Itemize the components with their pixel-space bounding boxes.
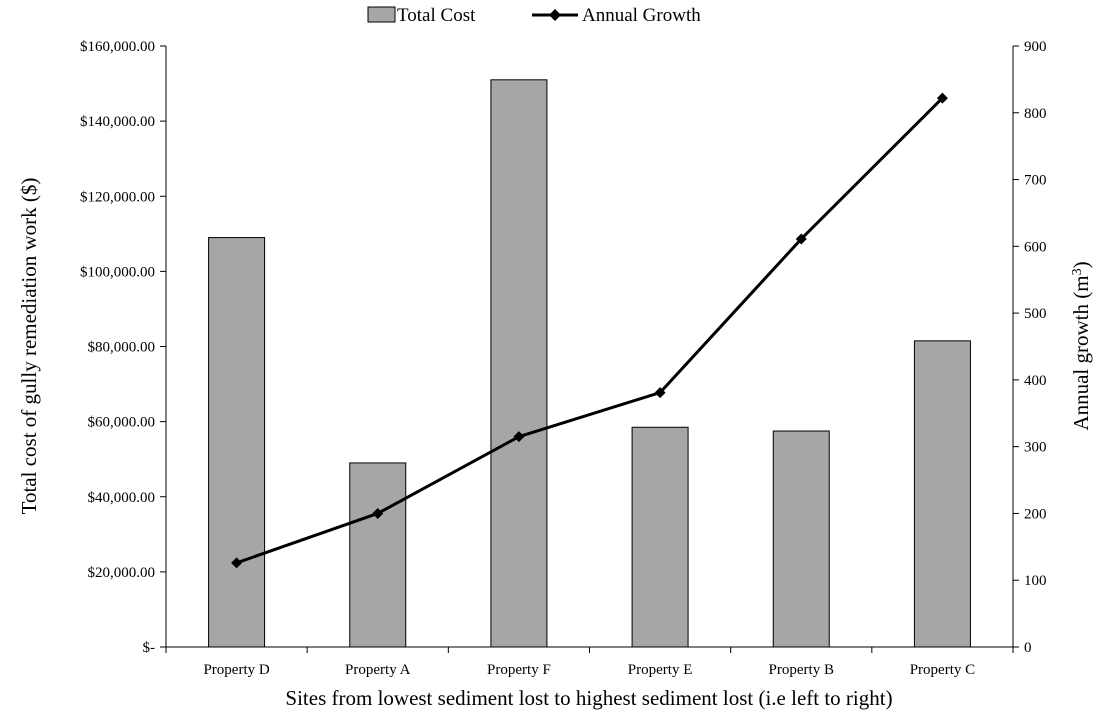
plot-axes xyxy=(165,46,1014,648)
x-category-label: Property D xyxy=(203,662,269,678)
left-tick-label: $20,000.00 xyxy=(88,565,156,581)
legend-swatch-total-cost xyxy=(367,6,396,23)
marker-annual-growth xyxy=(372,507,384,519)
legend-marker-annual-growth xyxy=(549,9,561,21)
legend-label-total-cost: Total Cost xyxy=(397,5,476,26)
marker-annual-growth xyxy=(795,233,807,245)
x-category-label: Property E xyxy=(628,662,693,678)
left-tick-label: $100,000.00 xyxy=(80,264,155,280)
left-tick-label: $80,000.00 xyxy=(88,340,156,356)
x-axis-ticks: Property D Property A Property F Property E… xyxy=(165,647,1014,678)
line-annual-growth xyxy=(236,97,944,565)
left-tick-label: $140,000.00 xyxy=(80,114,155,130)
bar-total-cost xyxy=(913,340,971,648)
left-axis-ticks: $- $20,000.00 $40,000.00 $60,000.00 $80,000.… xyxy=(80,39,166,656)
right-tick-label: 200 xyxy=(1024,506,1047,522)
right-tick-label: 400 xyxy=(1024,373,1047,389)
right-axis-title-text: Annual growth (m xyxy=(1069,275,1093,430)
left-axis-title: Total cost of gully remediation work ($) xyxy=(17,178,41,515)
x-category-label: Property A xyxy=(345,662,411,678)
marker-annual-growth xyxy=(231,557,243,569)
right-axis-title-close: ) xyxy=(1069,261,1093,268)
right-tick-label: 300 xyxy=(1024,440,1047,456)
x-category-label: Property B xyxy=(769,662,834,678)
bar-total-cost xyxy=(490,79,548,648)
right-tick-label: 700 xyxy=(1024,173,1047,189)
legend-item-annual-growth: Annual Growth xyxy=(532,5,701,26)
right-tick-label: 500 xyxy=(1024,306,1047,322)
marker-annual-growth xyxy=(513,431,525,443)
right-axis-ticks: 0 100 200 300 400 500 600 700 800 900 xyxy=(1013,39,1047,656)
right-tick-label: 0 xyxy=(1024,640,1032,656)
bar-total-cost xyxy=(208,237,266,648)
left-tick-label: $160,000.00 xyxy=(80,39,155,55)
right-tick-label: 900 xyxy=(1024,39,1047,55)
right-tick-label: 600 xyxy=(1024,239,1047,255)
left-tick-label: $60,000.00 xyxy=(88,415,156,431)
bar-series-total-cost xyxy=(208,79,971,648)
left-tick-label: $- xyxy=(143,640,156,656)
bar-total-cost xyxy=(772,430,830,648)
right-tick-label: 800 xyxy=(1024,106,1047,122)
right-tick-label: 100 xyxy=(1024,573,1047,589)
left-tick-label: $120,000.00 xyxy=(80,189,155,205)
right-axis-title-superscript: 3 xyxy=(1070,268,1085,275)
bar-total-cost xyxy=(349,462,407,648)
legend-label-annual-growth: Annual Growth xyxy=(582,5,701,26)
right-axis-title: Annual growth (m3) xyxy=(1069,261,1093,430)
x-category-label: Property C xyxy=(910,662,975,678)
marker-annual-growth xyxy=(936,92,948,104)
x-axis-title: Sites from lowest sediment lost to highe… xyxy=(285,686,892,710)
bar-total-cost xyxy=(631,426,689,648)
marker-annual-growth xyxy=(654,387,666,399)
x-category-label: Property F xyxy=(487,662,551,678)
legend-item-total-cost: Total Cost xyxy=(367,5,476,26)
left-tick-label: $40,000.00 xyxy=(88,490,156,506)
legend: Total Cost Annual Growth xyxy=(367,5,701,26)
line-series-annual-growth xyxy=(231,92,948,569)
